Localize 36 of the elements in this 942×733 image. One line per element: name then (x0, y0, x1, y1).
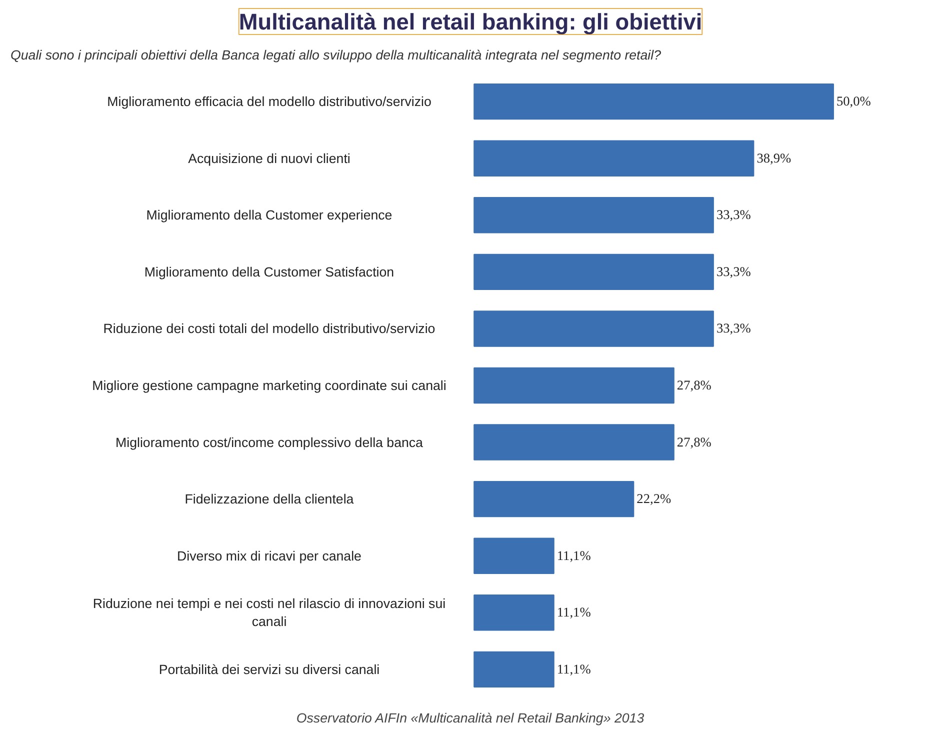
y-tick-label: Fidelizzazione della clientela (184, 492, 354, 507)
text: Quali sono i principali obiettivi della Banca legati allo sviluppo della multicanalità integrata nel segmento retail? (10, 48, 662, 62)
bar (474, 197, 714, 234)
y-tick-label: Miglioramento della Customer experience (146, 208, 392, 223)
bar (474, 594, 554, 631)
bar (474, 651, 554, 688)
bar (474, 480, 634, 518)
data-label: 27,8% (676, 378, 712, 392)
bar (474, 367, 674, 404)
bar (474, 310, 714, 347)
data-label: 11,1% (556, 661, 591, 676)
data-label: 50,0% (836, 94, 871, 109)
data-label: 11,1% (556, 548, 591, 563)
bar (474, 424, 674, 460)
y-tick-label: Miglioramento cost/income complessivo della banca (116, 434, 424, 450)
y-tick-label: Diverso mix di ricavi per canale (177, 548, 362, 564)
chart-title: Multicanalità nel retail banking: gli obiettivi (238, 8, 702, 34)
y-tick-label: Acquisizione di nuovi clienti (188, 150, 350, 166)
bar (474, 538, 554, 574)
y-tick-label: Riduzione nei tempi e nei costi nel rilascio di innovazioni sui canali (92, 596, 446, 630)
data-label: 11,1% (556, 604, 591, 620)
data-label: 33,3% (716, 264, 751, 279)
y-tick-label: Miglioramento della Customer Satisfaction (144, 264, 394, 280)
y-tick-label: Riduzione dei costi totali del modello distributivo/servizio (103, 321, 436, 336)
data-label: 22,2% (636, 491, 672, 506)
data-label: 33,3% (716, 207, 751, 222)
bar (474, 254, 714, 290)
data-label: 33,3% (716, 320, 751, 336)
data-label: 27,8% (676, 434, 712, 450)
bar (474, 140, 754, 176)
bar (474, 83, 834, 120)
text: Osservatorio AIFIn «Multicanalità nel Retail Banking» 2013 (296, 710, 645, 726)
y-tick-label: Miglioramento efficacia del modello distributivo/servizio (107, 94, 432, 110)
y-tick-label: Migliore gestione campagne marketing coordinate sui canali (92, 378, 446, 393)
y-tick-label: Portabilità dei servizi su diversi canali (158, 662, 380, 677)
data-label: 38,9% (756, 150, 792, 166)
